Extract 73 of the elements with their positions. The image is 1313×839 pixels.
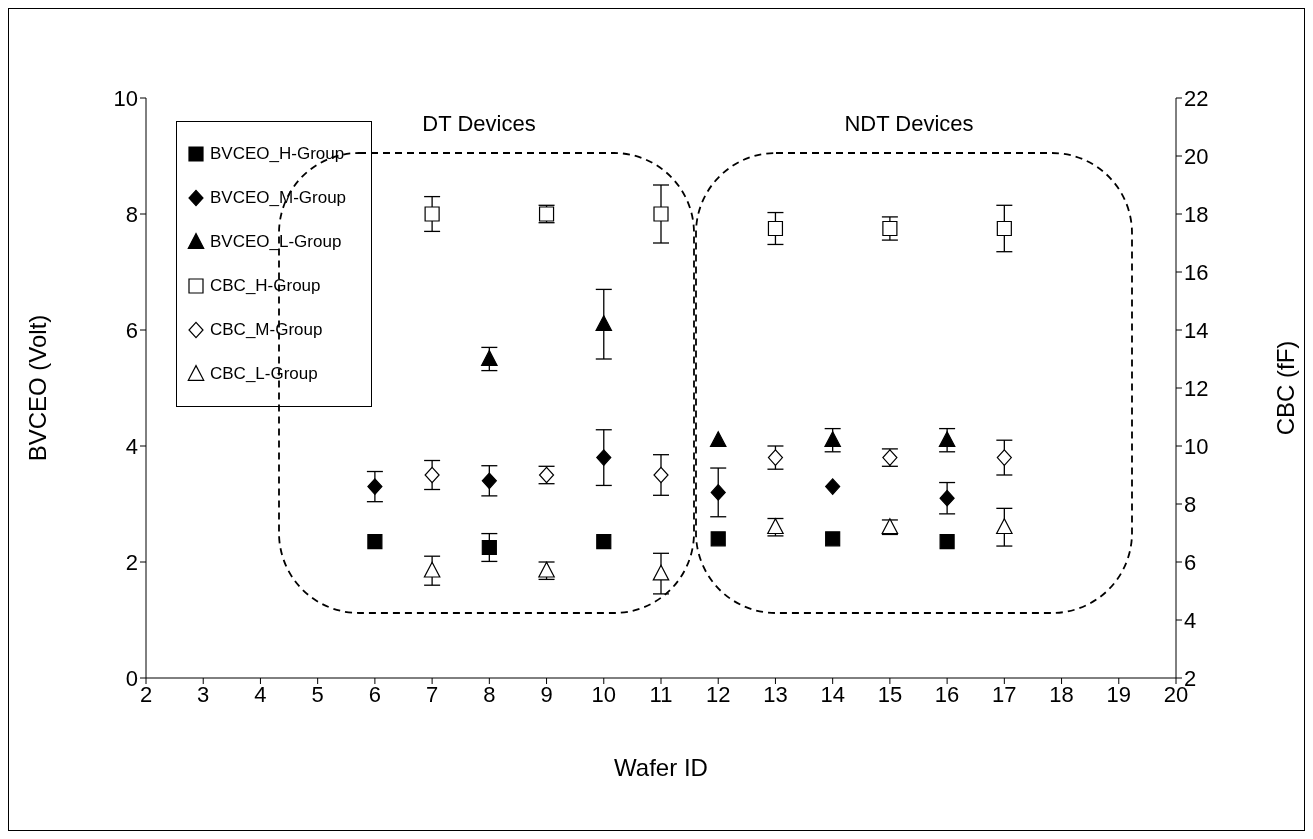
point bbox=[709, 431, 727, 448]
y2-tick-label: 22 bbox=[1184, 85, 1209, 111]
x-tick-label: 4 bbox=[254, 681, 267, 707]
x-tick-label: 5 bbox=[311, 681, 324, 707]
point bbox=[424, 466, 440, 484]
x-tick-label: 10 bbox=[591, 681, 617, 707]
y2-tick-label: 6 bbox=[1184, 549, 1197, 575]
x-axis-title: Wafer ID bbox=[614, 754, 708, 781]
y2-tick-label: 8 bbox=[1184, 491, 1197, 517]
point bbox=[367, 478, 383, 495]
y2-tick-label: 4 bbox=[1184, 607, 1197, 633]
legend-label: CBC_L-Group bbox=[210, 364, 318, 384]
point bbox=[938, 431, 956, 448]
point bbox=[767, 449, 784, 466]
legend-label: BVCEO_M-Group bbox=[210, 188, 347, 208]
point bbox=[481, 472, 497, 490]
legend-label: CBC_H-Group bbox=[210, 276, 321, 296]
y2-tick-label: 20 bbox=[1184, 143, 1209, 169]
point bbox=[939, 489, 955, 507]
x-tick-label: 11 bbox=[649, 681, 673, 707]
y2-tick-label: 16 bbox=[1184, 259, 1209, 285]
point bbox=[767, 220, 784, 237]
annotation: DT Devices bbox=[422, 111, 536, 136]
x-tick-label: 17 bbox=[992, 681, 1017, 707]
point bbox=[596, 449, 612, 466]
y2-tick-label: 10 bbox=[1184, 433, 1209, 459]
y-tick-label: 10 bbox=[113, 85, 138, 111]
x-tick-label: 6 bbox=[368, 681, 382, 707]
point bbox=[652, 564, 670, 581]
y2-tick-label: 14 bbox=[1184, 317, 1209, 343]
x-tick-label: 15 bbox=[877, 681, 903, 707]
legend-label: BVCEO_L-Group bbox=[210, 232, 342, 252]
point bbox=[939, 534, 955, 550]
point bbox=[653, 206, 669, 222]
y2-tick-label: 18 bbox=[1184, 201, 1209, 227]
x-tick-label: 7 bbox=[425, 681, 439, 707]
legend-label: BVCEO_H-Group bbox=[210, 144, 345, 164]
point bbox=[825, 531, 841, 547]
point bbox=[595, 315, 613, 332]
point bbox=[481, 539, 497, 556]
point bbox=[367, 534, 383, 550]
y-tick-label: 0 bbox=[125, 665, 138, 691]
y-tick-label: 2 bbox=[125, 549, 138, 575]
x-tick-label: 12 bbox=[705, 681, 731, 707]
x-tick-label: 19 bbox=[1106, 681, 1132, 707]
point bbox=[653, 466, 669, 484]
x-tick-label: 16 bbox=[934, 681, 960, 707]
point bbox=[423, 561, 441, 578]
x-tick-label: 13 bbox=[763, 681, 788, 707]
point bbox=[996, 220, 1012, 237]
point bbox=[825, 478, 841, 495]
legend-label: CBC_M-Group bbox=[210, 320, 323, 340]
point bbox=[710, 484, 726, 501]
point bbox=[424, 206, 440, 222]
y-axis-title: BVCEO (Volt) bbox=[23, 314, 51, 462]
annotation: NDT Devices bbox=[844, 111, 974, 136]
y2-axis-title: CBC (fF) bbox=[1271, 340, 1299, 436]
x-tick-label: 18 bbox=[1049, 681, 1074, 707]
point bbox=[996, 449, 1012, 466]
x-tick-label: 8 bbox=[483, 681, 496, 707]
point bbox=[710, 531, 726, 547]
y-tick-label: 8 bbox=[125, 201, 138, 227]
point bbox=[996, 518, 1013, 535]
point bbox=[882, 220, 898, 237]
point bbox=[596, 534, 612, 550]
y2-tick-label: 12 bbox=[1184, 375, 1209, 401]
y-tick-label: 6 bbox=[125, 317, 138, 343]
point bbox=[824, 431, 841, 448]
point bbox=[481, 350, 498, 366]
x-tick-label: 3 bbox=[197, 681, 210, 707]
x-tick-label: 14 bbox=[820, 681, 845, 707]
y-tick-label: 4 bbox=[125, 433, 138, 459]
x-tick-label: 9 bbox=[540, 681, 553, 707]
